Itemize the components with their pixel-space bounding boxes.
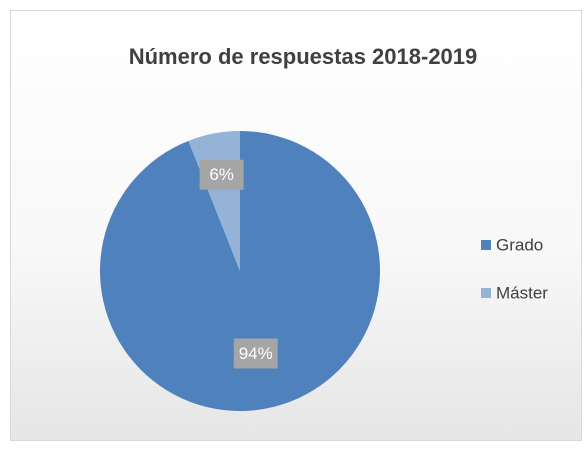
legend-label: Grado bbox=[496, 235, 543, 254]
data-label-box bbox=[233, 338, 278, 369]
data-label: 94% bbox=[239, 344, 273, 363]
legend-label: Máster bbox=[496, 283, 548, 302]
chart-title: Número de respuestas 2018-2019 bbox=[129, 44, 478, 69]
legend-swatch bbox=[481, 240, 491, 250]
data-label-box bbox=[199, 159, 244, 190]
data-label: 6% bbox=[209, 165, 234, 184]
legend-swatch bbox=[481, 288, 491, 298]
